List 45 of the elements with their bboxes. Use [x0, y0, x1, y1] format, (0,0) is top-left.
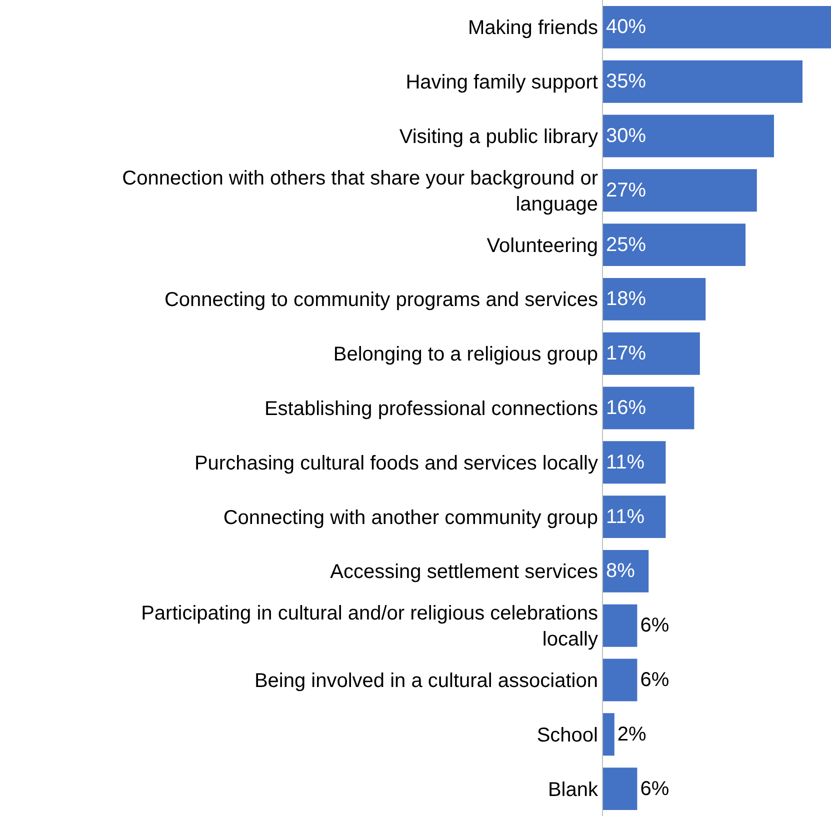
data-label: 8%	[606, 560, 636, 582]
bar	[603, 278, 706, 320]
bar	[603, 604, 638, 647]
y-tick-label: Making friends	[468, 17, 598, 40]
y-tick-label: Connecting to community programs and services	[164, 289, 598, 312]
data-label: 16%	[606, 397, 646, 419]
data-label: 35%	[606, 70, 646, 93]
y-tick-label: Accessing settlement services	[330, 561, 598, 584]
data-label: 6%	[640, 614, 670, 637]
bar	[603, 768, 638, 810]
y-tick-label: Belonging to a religious group	[333, 344, 598, 366]
y-tick-label: Being involved in a cultural association	[254, 670, 598, 692]
data-label: 6%	[640, 778, 670, 800]
y-tick-label: Establishing professional connections	[264, 398, 598, 420]
data-label: 6%	[640, 669, 670, 691]
data-label: 40%	[606, 16, 646, 38]
bar	[603, 60, 802, 103]
y-tick-label: Volunteering	[486, 234, 598, 257]
bar	[603, 441, 666, 484]
bar	[603, 658, 638, 702]
data-label: 18%	[606, 288, 646, 310]
data-label: 27%	[606, 179, 646, 202]
bar	[603, 332, 700, 375]
data-label: 11%	[606, 451, 645, 474]
bar	[603, 496, 666, 538]
bar	[603, 713, 614, 756]
y-tick-label: Connection with others that share your background or language	[122, 167, 598, 216]
bar	[603, 224, 746, 266]
bar	[603, 386, 694, 430]
data-label: 2%	[617, 723, 647, 746]
bar	[603, 114, 774, 158]
data-label: 17%	[606, 342, 646, 365]
y-tick-label: Blank	[548, 778, 599, 801]
y-tick-label: School	[536, 724, 598, 746]
data-label: 30%	[606, 125, 646, 147]
bar	[603, 550, 649, 592]
y-tick-label: Visiting a public library	[399, 126, 598, 148]
data-label: 25%	[606, 234, 646, 256]
bar	[603, 169, 757, 212]
y-tick-label: Having family support	[406, 72, 598, 94]
y-tick-label: Purchasing cultural foods and services locally	[194, 452, 598, 474]
bar	[603, 6, 831, 48]
y-tick-label: Connecting with another community group	[223, 506, 598, 529]
y-tick-label: Participating in cultural and/or religious celebrations locally	[141, 602, 598, 651]
data-label: 11%	[606, 506, 645, 528]
